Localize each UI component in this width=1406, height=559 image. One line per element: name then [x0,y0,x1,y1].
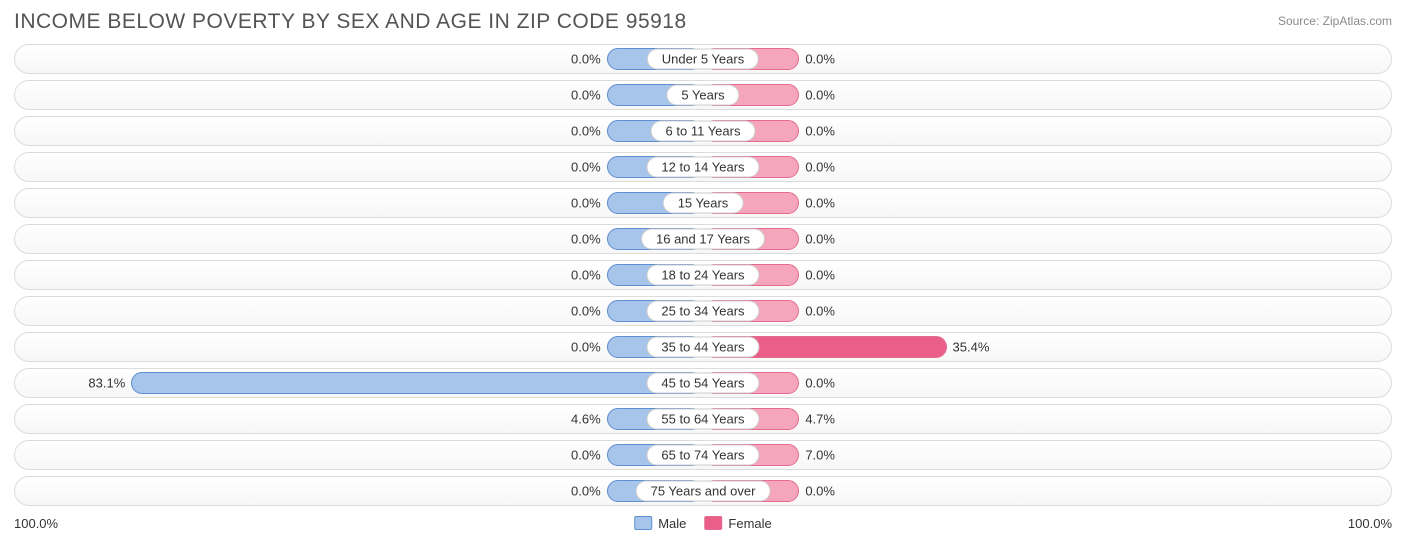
value-label-male: 0.0% [571,340,601,355]
value-label-female: 0.0% [805,376,835,391]
category-label: 5 Years [666,85,739,106]
value-label-female: 0.0% [805,52,835,67]
chart-row: 83.1% 0.0% 45 to 54 Years [14,368,1392,398]
value-label-male: 0.0% [571,268,601,283]
value-label-female: 0.0% [805,124,835,139]
value-label-female: 35.4% [953,340,990,355]
legend: Male Female [634,516,772,531]
category-label: 55 to 64 Years [646,409,759,430]
chart-row: 0.0% 0.0% 15 Years [14,188,1392,218]
category-label: 65 to 74 Years [646,445,759,466]
category-label: 35 to 44 Years [646,337,759,358]
value-label-female: 0.0% [805,88,835,103]
category-label: 45 to 54 Years [646,373,759,394]
value-label-male: 0.0% [571,160,601,175]
category-label: 25 to 34 Years [646,301,759,322]
header: INCOME BELOW POVERTY BY SEX AND AGE IN Z… [14,10,1392,34]
category-label: 12 to 14 Years [646,157,759,178]
value-label-female: 0.0% [805,484,835,499]
diverging-bar-chart: 0.0%0.0%Under 5 Years0.0%0.0%5 Years0.0%… [14,44,1392,506]
value-label-male: 0.0% [571,196,601,211]
chart-row: 0.0% 0.0% 25 to 34 Years [14,296,1392,326]
category-label: 15 Years [663,193,744,214]
chart-row: 0.0% 7.0% 65 to 74 Years [14,440,1392,470]
value-label-male: 0.0% [571,484,601,499]
chart-row: 0.0% 0.0% Under 5 Years [14,44,1392,74]
chart-row: 0.0% 0.0% 12 to 14 Years [14,152,1392,182]
category-label: 18 to 24 Years [646,265,759,286]
value-label-male: 0.0% [571,52,601,67]
value-label-female: 0.0% [805,268,835,283]
category-label: 6 to 11 Years [651,121,756,142]
legend-label-female: Female [728,516,771,531]
axis-label-right: 100.0% [1348,516,1392,531]
chart-row: 0.0% 0.0% 6 to 11 Years [14,116,1392,146]
value-label-male: 0.0% [571,304,601,319]
legend-item-male: Male [634,516,686,531]
value-label-male: 0.0% [571,88,601,103]
chart-row: 4.6% 4.7% 55 to 64 Years [14,404,1392,434]
chart-title: INCOME BELOW POVERTY BY SEX AND AGE IN Z… [14,10,687,34]
bar-male [131,372,703,394]
legend-label-male: Male [658,516,686,531]
chart-row: 0.0% 0.0% 16 and 17 Years [14,224,1392,254]
legend-item-female: Female [704,516,771,531]
value-label-female: 0.0% [805,160,835,175]
value-label-male: 0.0% [571,448,601,463]
value-label-male: 0.0% [571,232,601,247]
source-attribution: Source: ZipAtlas.com [1278,14,1392,28]
value-label-male: 4.6% [571,412,601,427]
value-label-female: 0.0% [805,232,835,247]
category-label: Under 5 Years [647,49,759,70]
chart-row: 0.0% 0.0% 5 Years [14,80,1392,110]
legend-swatch-male [634,516,652,530]
legend-swatch-female [704,516,722,530]
chart-row: 0.0% 0.0% 75 Years and over [14,476,1392,506]
value-label-male: 83.1% [88,376,125,391]
category-label: 75 Years and over [636,481,771,502]
axis-row: 100.0% Male Female 100.0% [14,512,1392,534]
axis-label-left: 100.0% [14,516,58,531]
value-label-male: 0.0% [571,124,601,139]
value-label-female: 4.7% [805,412,835,427]
value-label-female: 7.0% [805,448,835,463]
value-label-female: 0.0% [805,304,835,319]
category-label: 16 and 17 Years [641,229,765,250]
chart-row: 0.0% 35.4% 35 to 44 Years [14,332,1392,362]
value-label-female: 0.0% [805,196,835,211]
chart-row: 0.0% 0.0% 18 to 24 Years [14,260,1392,290]
